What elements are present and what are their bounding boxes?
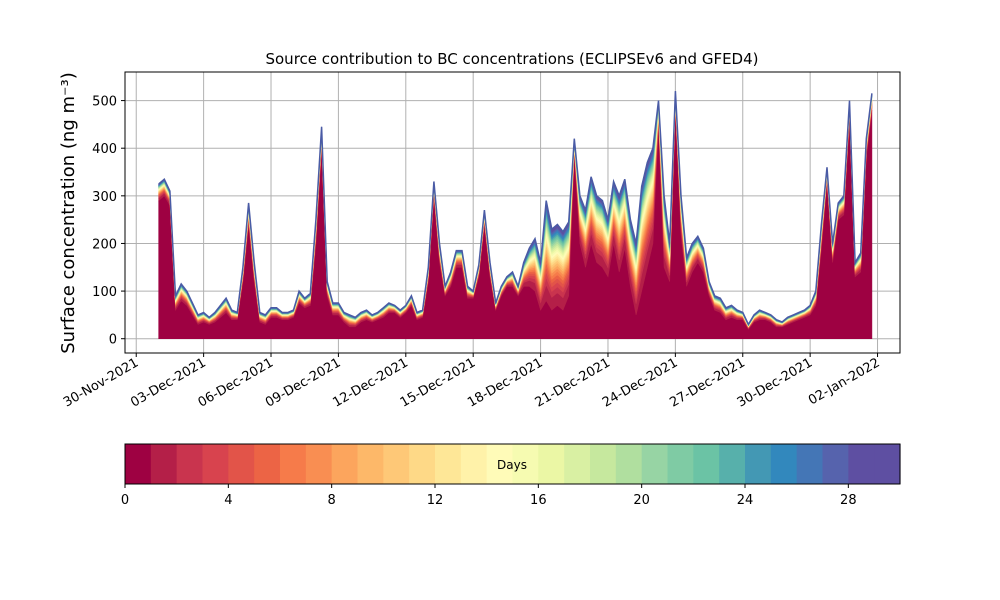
colorbar-segment	[331, 444, 359, 484]
y-tick-label: 200	[92, 237, 117, 252]
y-tick-label: 0	[109, 333, 117, 348]
colorbar-segment	[435, 444, 462, 484]
colorbar-segment	[615, 444, 643, 484]
colorbar-segment	[719, 444, 746, 484]
colorbar-segment	[357, 444, 384, 484]
colorbar-segment	[848, 444, 875, 484]
x-tick-label: 21-Dec-2021	[533, 355, 613, 410]
colorbar-segment	[486, 444, 514, 484]
chart-title: Source contribution to BC concentrations…	[265, 50, 758, 68]
colorbar-segment	[125, 444, 152, 484]
y-tick-label: 100	[92, 285, 117, 300]
colorbar-segment	[512, 444, 539, 484]
colorbar-tick-label: 12	[427, 493, 444, 508]
colorbar-tick-label: 20	[633, 493, 650, 508]
area-layer-day-0	[158, 110, 873, 339]
x-tick-label: 03-Dec-2021	[128, 355, 208, 410]
colorbar	[125, 444, 901, 484]
x-axis: 30-Nov-202103-Dec-202106-Dec-202109-Dec-…	[61, 353, 883, 411]
y-axis-label: Surface concentration (ng m⁻³)	[58, 72, 79, 354]
colorbar-segment	[305, 444, 333, 484]
colorbar-segment	[254, 444, 281, 484]
colorbar-tick-label: 28	[840, 493, 857, 508]
x-tick-label: 30-Nov-2021	[61, 355, 141, 410]
colorbar-tick-label: 0	[121, 493, 129, 508]
y-tick-label: 300	[92, 190, 117, 205]
colorbar-segment	[280, 444, 307, 484]
x-tick-label: 18-Dec-2021	[465, 355, 545, 410]
x-tick-label: 30-Dec-2021	[735, 355, 815, 410]
colorbar-segment	[693, 444, 720, 484]
colorbar-segment	[822, 444, 849, 484]
colorbar-segment	[202, 444, 229, 484]
x-tick-label: 09-Dec-2021	[263, 355, 343, 410]
colorbar-tick-label: 16	[530, 493, 547, 508]
colorbar-tick-label: 24	[737, 493, 754, 508]
x-tick-label: 24-Dec-2021	[600, 355, 680, 410]
colorbar-segment	[176, 444, 204, 484]
colorbar-label: Days	[497, 458, 527, 472]
colorbar-segment	[228, 444, 255, 484]
x-tick-label: 15-Dec-2021	[398, 355, 478, 410]
colorbar-segment	[641, 444, 669, 484]
stacked-area	[158, 91, 873, 339]
total-line	[158, 91, 873, 327]
colorbar-frame	[124, 443, 901, 485]
colorbar-tick-label: 4	[224, 493, 232, 508]
x-tick-label: 06-Dec-2021	[196, 355, 276, 410]
y-tick-label: 400	[92, 142, 117, 157]
plot-frame	[124, 71, 901, 354]
colorbar-segment	[383, 444, 410, 484]
colorbar-segment	[770, 444, 798, 484]
colorbar-axis: 0 4 8 12 16 20 24 28	[121, 484, 857, 508]
colorbar-segment	[796, 444, 824, 484]
colorbar-segment	[667, 444, 694, 484]
colorbar-segment	[538, 444, 565, 484]
colorbar-segment	[409, 444, 436, 484]
colorbar-segment	[590, 444, 617, 484]
colorbar-segment	[150, 444, 178, 484]
colorbar-segment	[460, 444, 488, 484]
y-tick-label: 500	[92, 95, 117, 110]
x-tick-label: 02-Jan-2022	[806, 355, 883, 408]
colorbar-tick-label: 8	[328, 493, 336, 508]
y-axis: 0 100 200 300 400 500	[92, 95, 125, 348]
colorbar-segment	[874, 444, 901, 484]
x-tick-label: 27-Dec-2021	[667, 355, 747, 410]
x-tick-label: 12-Dec-2021	[330, 355, 410, 410]
colorbar-segment	[564, 444, 591, 484]
colorbar-segment	[745, 444, 772, 484]
